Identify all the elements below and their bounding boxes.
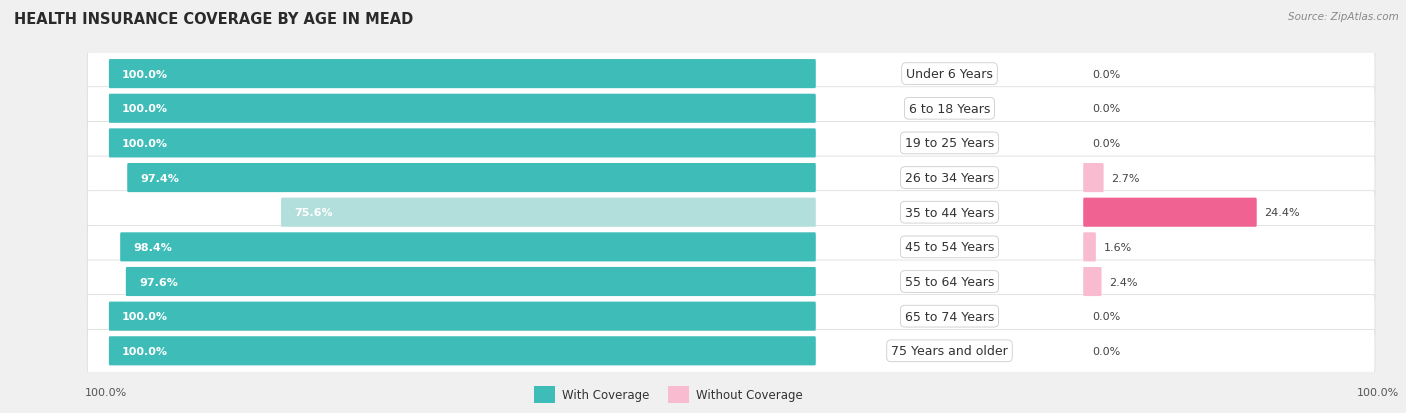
Text: With Coverage: With Coverage xyxy=(562,388,650,401)
FancyBboxPatch shape xyxy=(108,129,815,158)
FancyBboxPatch shape xyxy=(108,60,815,89)
Text: 98.4%: 98.4% xyxy=(134,242,173,252)
Text: 100.0%: 100.0% xyxy=(122,104,169,114)
Text: 1.6%: 1.6% xyxy=(1104,242,1132,252)
FancyBboxPatch shape xyxy=(127,164,815,192)
Text: Under 6 Years: Under 6 Years xyxy=(905,68,993,81)
FancyBboxPatch shape xyxy=(87,88,1375,131)
Text: 19 to 25 Years: 19 to 25 Years xyxy=(905,137,994,150)
Text: 97.6%: 97.6% xyxy=(139,277,179,287)
FancyBboxPatch shape xyxy=(1083,198,1257,227)
Text: 100.0%: 100.0% xyxy=(122,69,169,79)
Text: 100.0%: 100.0% xyxy=(122,139,169,149)
Text: 100.0%: 100.0% xyxy=(1357,387,1399,397)
FancyBboxPatch shape xyxy=(120,233,815,262)
FancyBboxPatch shape xyxy=(87,260,1375,303)
Text: 75 Years and older: 75 Years and older xyxy=(891,344,1008,357)
FancyBboxPatch shape xyxy=(87,226,1375,269)
FancyBboxPatch shape xyxy=(108,95,815,123)
FancyBboxPatch shape xyxy=(87,122,1375,165)
FancyBboxPatch shape xyxy=(87,295,1375,338)
Text: 97.4%: 97.4% xyxy=(141,173,180,183)
Text: 0.0%: 0.0% xyxy=(1092,346,1121,356)
FancyBboxPatch shape xyxy=(1083,233,1095,262)
FancyBboxPatch shape xyxy=(87,157,1375,199)
Text: 0.0%: 0.0% xyxy=(1092,104,1121,114)
FancyBboxPatch shape xyxy=(1083,164,1104,192)
Text: 100.0%: 100.0% xyxy=(84,387,127,397)
FancyBboxPatch shape xyxy=(108,337,815,366)
Text: 100.0%: 100.0% xyxy=(122,311,169,321)
Text: 100.0%: 100.0% xyxy=(122,346,169,356)
Text: 2.4%: 2.4% xyxy=(1109,277,1137,287)
FancyBboxPatch shape xyxy=(87,53,1375,96)
Text: 0.0%: 0.0% xyxy=(1092,311,1121,321)
Text: 2.7%: 2.7% xyxy=(1111,173,1140,183)
Text: 24.4%: 24.4% xyxy=(1264,208,1301,218)
Text: 35 to 44 Years: 35 to 44 Years xyxy=(905,206,994,219)
Text: 75.6%: 75.6% xyxy=(294,208,333,218)
FancyBboxPatch shape xyxy=(87,191,1375,234)
Text: 0.0%: 0.0% xyxy=(1092,139,1121,149)
Text: 6 to 18 Years: 6 to 18 Years xyxy=(908,102,990,116)
Text: 65 to 74 Years: 65 to 74 Years xyxy=(905,310,994,323)
Text: 0.0%: 0.0% xyxy=(1092,69,1121,79)
FancyBboxPatch shape xyxy=(1083,267,1101,297)
Text: 26 to 34 Years: 26 to 34 Years xyxy=(905,172,994,185)
Text: 45 to 54 Years: 45 to 54 Years xyxy=(905,241,994,254)
FancyBboxPatch shape xyxy=(87,330,1375,373)
FancyBboxPatch shape xyxy=(108,302,815,331)
Text: Without Coverage: Without Coverage xyxy=(696,388,803,401)
FancyBboxPatch shape xyxy=(125,267,815,297)
FancyBboxPatch shape xyxy=(281,198,815,227)
Text: Source: ZipAtlas.com: Source: ZipAtlas.com xyxy=(1288,12,1399,22)
Text: HEALTH INSURANCE COVERAGE BY AGE IN MEAD: HEALTH INSURANCE COVERAGE BY AGE IN MEAD xyxy=(14,12,413,27)
Text: 55 to 64 Years: 55 to 64 Years xyxy=(905,275,994,288)
